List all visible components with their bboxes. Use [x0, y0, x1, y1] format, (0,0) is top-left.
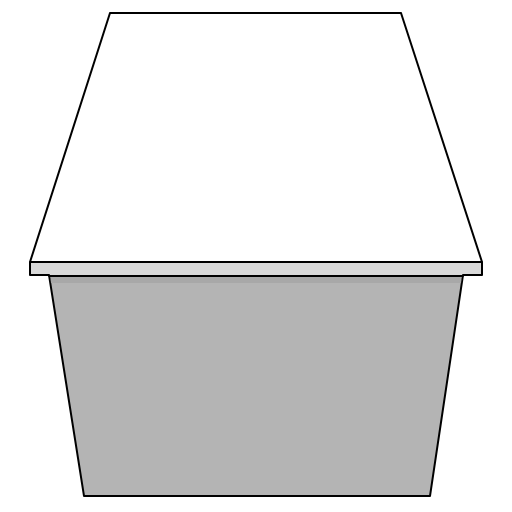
body-front-face — [48, 274, 464, 497]
top-slab-front-edge — [29, 261, 483, 277]
top-slab-surface — [29, 12, 483, 263]
